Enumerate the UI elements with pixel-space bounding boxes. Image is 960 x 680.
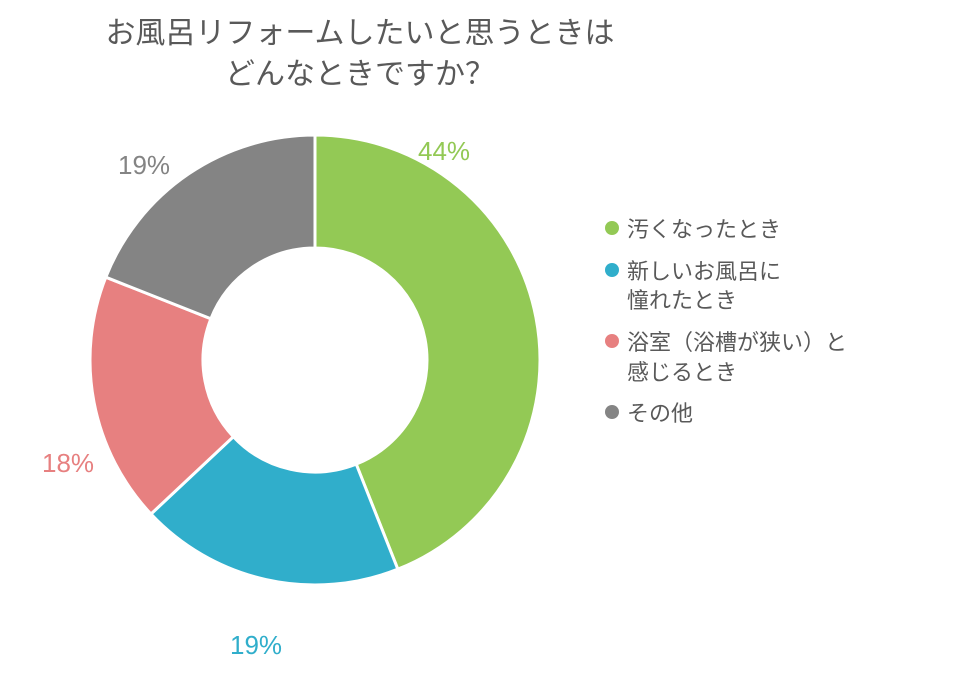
legend-swatch-icon bbox=[605, 334, 619, 348]
legend-item: その他 bbox=[605, 399, 945, 429]
donut-wrap bbox=[85, 130, 545, 590]
legend-item: 浴室（浴槽が狭い）と 感じるとき bbox=[605, 328, 945, 387]
legend-label: 新しいお風呂に 憧れたとき bbox=[627, 257, 781, 316]
legend-item: 汚くなったとき bbox=[605, 215, 945, 245]
legend-label: 浴室（浴槽が狭い）と 感じるとき bbox=[627, 328, 847, 387]
legend-swatch-icon bbox=[605, 405, 619, 419]
legend-swatch-icon bbox=[605, 263, 619, 277]
chart-title: お風呂リフォームしたいと思うときは どんなときですか？ bbox=[0, 14, 720, 95]
chart-title-line1: お風呂リフォームしたいと思うときは bbox=[105, 17, 614, 50]
donut-chart-container: お風呂リフォームしたいと思うときは どんなときですか？ 44%19%18%19%… bbox=[0, 0, 960, 680]
legend: 汚くなったとき新しいお風呂に 憧れたとき浴室（浴槽が狭い）と 感じるときその他 bbox=[605, 215, 945, 441]
percent-label: 19% bbox=[230, 630, 282, 661]
donut-hole bbox=[203, 248, 427, 472]
donut-svg bbox=[85, 130, 545, 590]
legend-item: 新しいお風呂に 憧れたとき bbox=[605, 257, 945, 316]
legend-label: その他 bbox=[627, 399, 693, 429]
chart-title-line2: どんなときですか？ bbox=[225, 58, 495, 91]
legend-swatch-icon bbox=[605, 221, 619, 235]
legend-label: 汚くなったとき bbox=[627, 215, 781, 245]
